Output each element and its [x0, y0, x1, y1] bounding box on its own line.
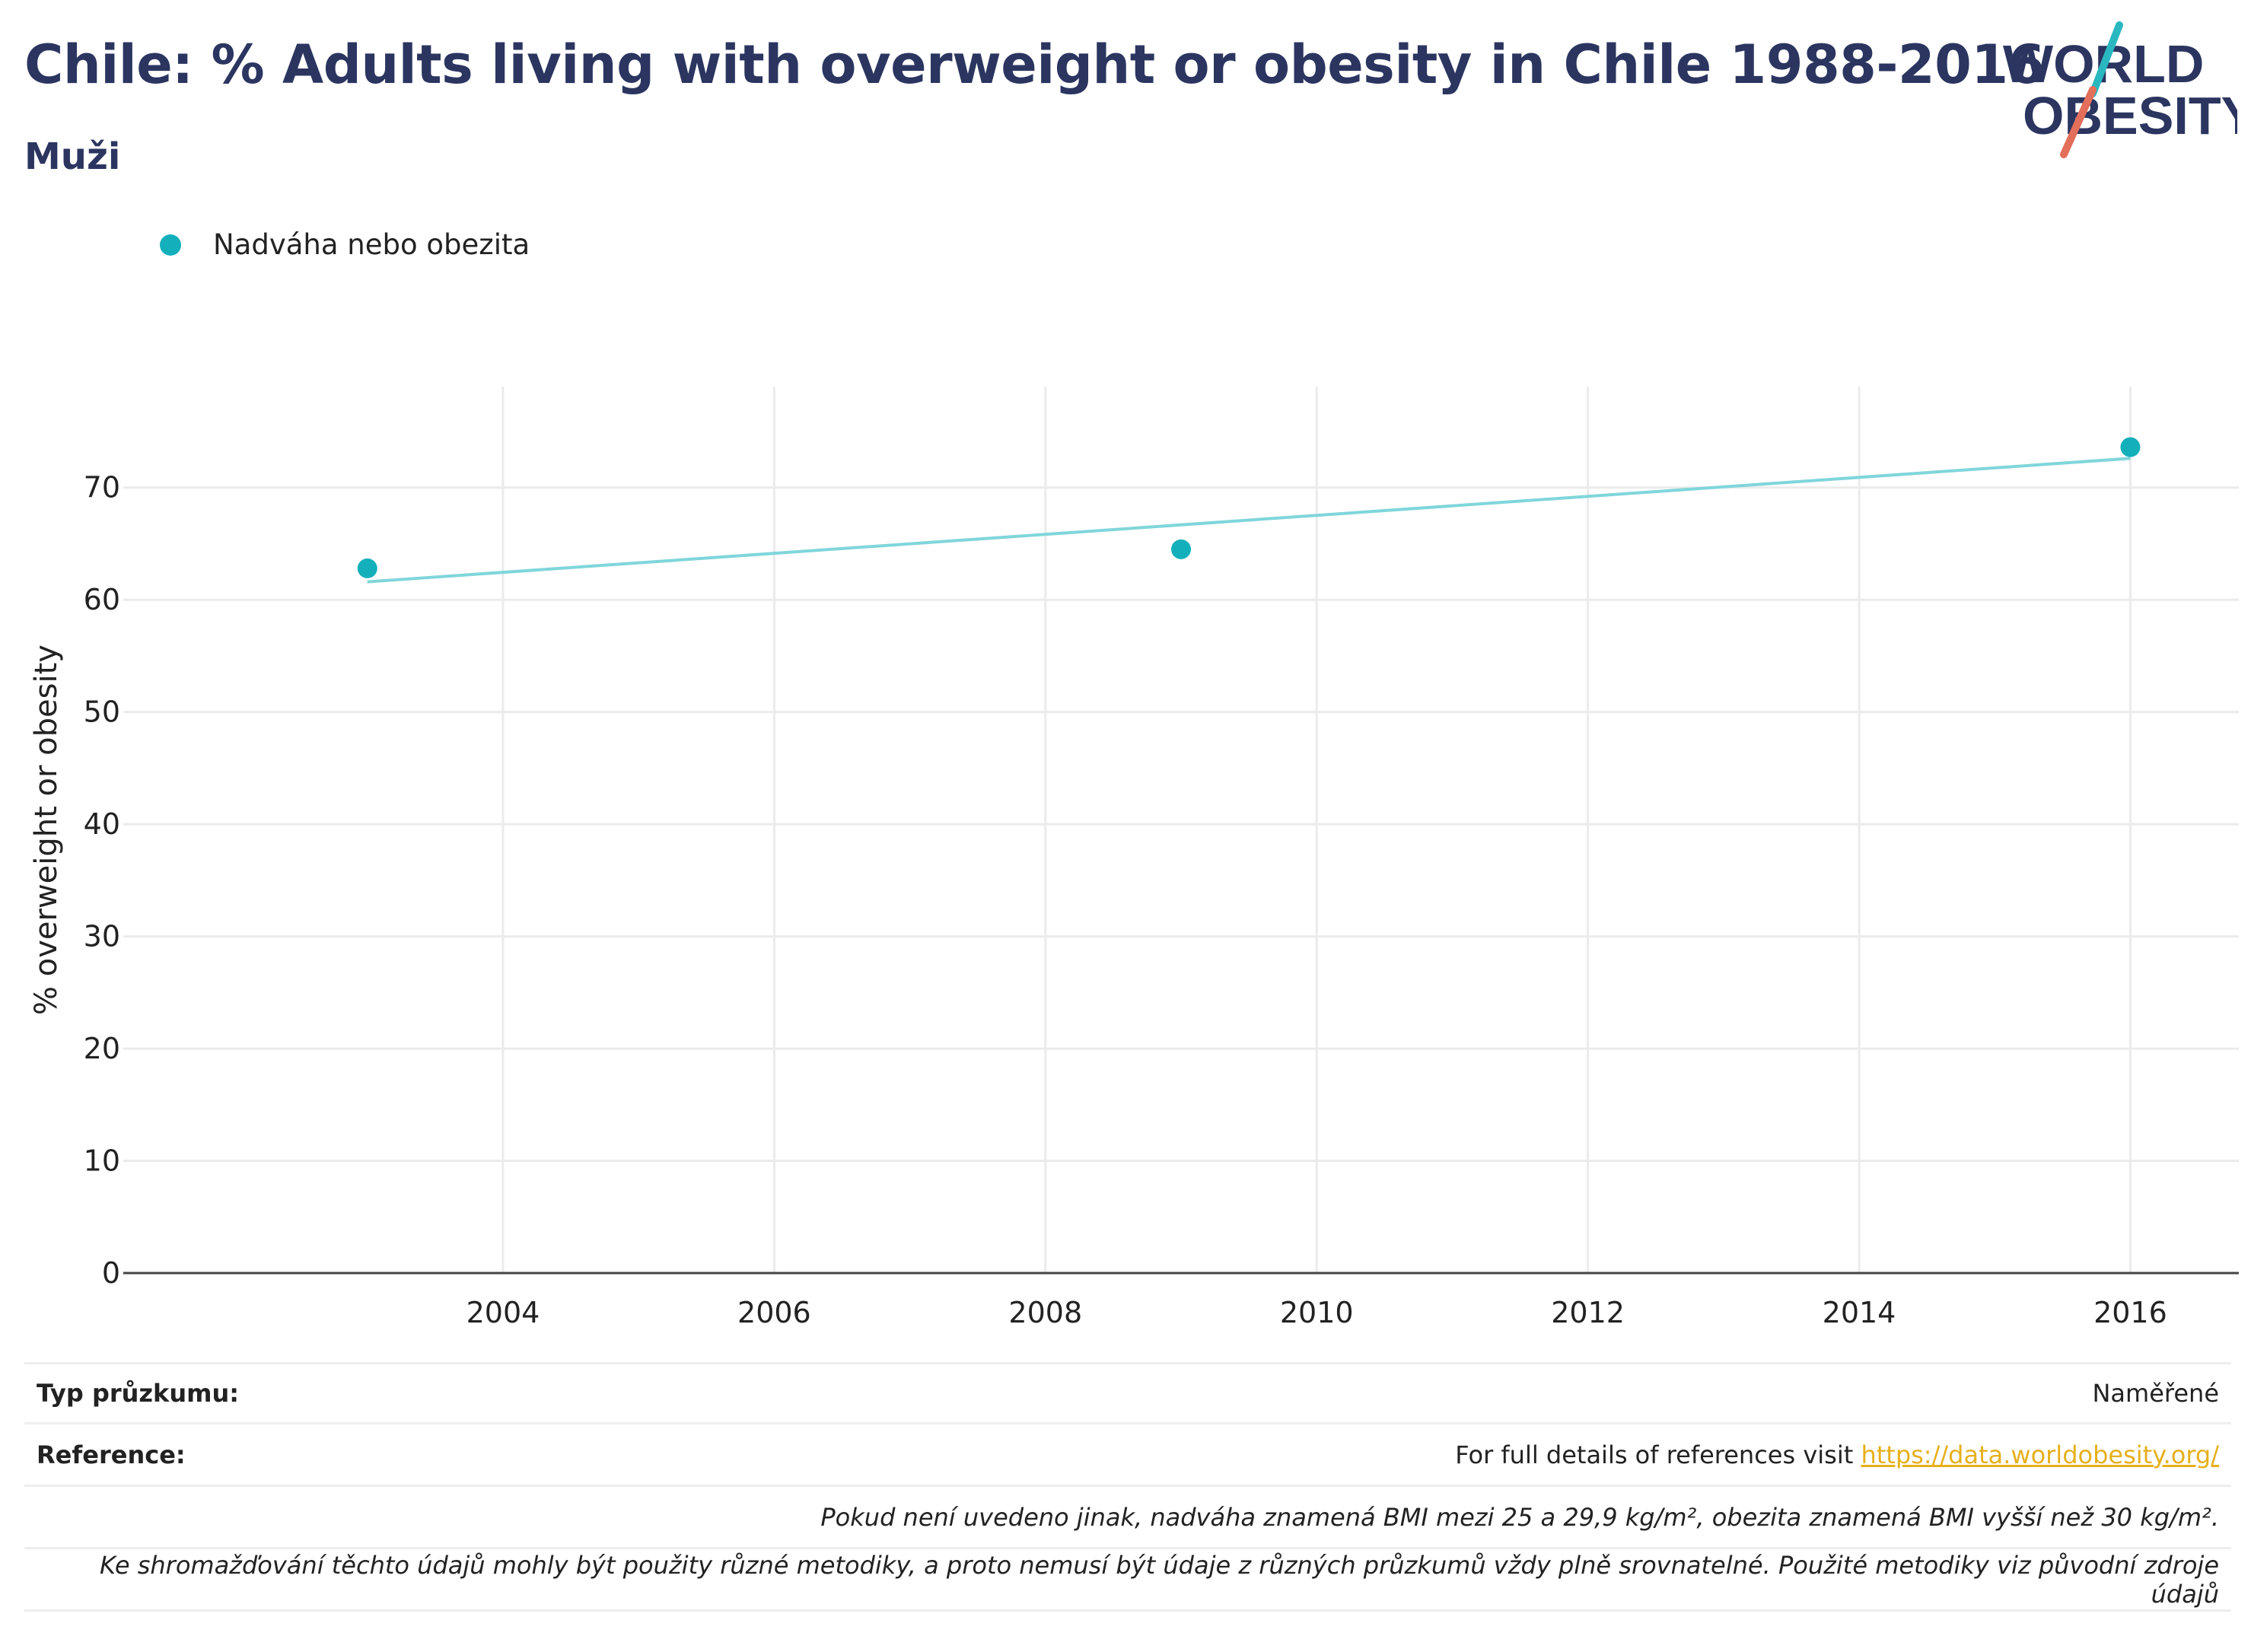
world-obesity-logo: WORLD OBESITY [2003, 21, 2237, 158]
footer-row-methods-note: Ke shromažďování těchto údajů mohly být … [24, 1549, 2231, 1612]
survey-type-value: Naměřené [2092, 1379, 2219, 1408]
y-tick-label: 40 [84, 807, 120, 841]
reference-label: Reference: [37, 1440, 186, 1469]
footer-row-survey-type: Typ průzkumu: Naměřené [24, 1362, 2231, 1424]
data-point [357, 558, 377, 578]
reference-text: For full details of references visit [1455, 1440, 1861, 1469]
x-tick-label: 2004 [466, 1296, 540, 1329]
y-tick-label: 70 [84, 471, 120, 505]
x-tick-label: 2008 [1008, 1296, 1082, 1329]
y-tick-label: 50 [84, 695, 120, 729]
y-tick-label: 60 [84, 583, 120, 616]
chart-footer: Typ průzkumu: Naměřené Reference: For fu… [24, 1362, 2231, 1612]
x-tick-label: 2012 [1551, 1296, 1625, 1329]
data-point [1171, 539, 1191, 559]
reference-value: For full details of references visit htt… [1455, 1440, 2219, 1469]
x-tick-label: 2006 [737, 1296, 811, 1329]
chart-subtitle: Muži [24, 135, 121, 178]
data-point [2120, 437, 2141, 457]
logo-word-obesity: OBESITY [2023, 86, 2237, 145]
y-tick-label: 0 [102, 1256, 120, 1290]
trend-line [367, 457, 2131, 584]
logo-slash-coral [2060, 86, 2097, 158]
scatter-chart: 2004 2006 2008 2010 2012 2014 2016 0 10 20 30 40 50 6… [29, 387, 2239, 1329]
legend[interactable]: Nadváha nebo obezita [160, 228, 530, 261]
methods-note: Ke shromažďování těchto údajů mohly být … [100, 1550, 2219, 1609]
legend-label: Nadváha nebo obezita [213, 228, 530, 261]
y-tick-label: 20 [84, 1032, 120, 1065]
logo-slash-teal [2089, 21, 2123, 97]
x-tick-label: 2016 [2093, 1296, 2167, 1329]
footer-row-bmi-note: Pokud není uvedeno jinak, nadváha znamen… [24, 1487, 2231, 1549]
footer-row-reference: Reference: For full details of reference… [24, 1424, 2231, 1487]
bmi-note: Pokud není uvedeno jinak, nadváha znamen… [820, 1502, 2219, 1532]
y-tick-label: 10 [84, 1144, 120, 1178]
y-axis-title: % overweight or obesity [29, 645, 64, 1015]
y-tick-label: 30 [84, 920, 120, 953]
reference-link[interactable]: https://data.worldobesity.org/ [1861, 1440, 2219, 1469]
chart-title: Chile: % Adults living with overweight o… [24, 33, 2045, 96]
x-tick-label: 2010 [1280, 1296, 1354, 1329]
legend-marker [160, 234, 181, 256]
survey-type-label: Typ průzkumu: [37, 1379, 240, 1408]
x-tick-label: 2014 [1823, 1296, 1896, 1329]
